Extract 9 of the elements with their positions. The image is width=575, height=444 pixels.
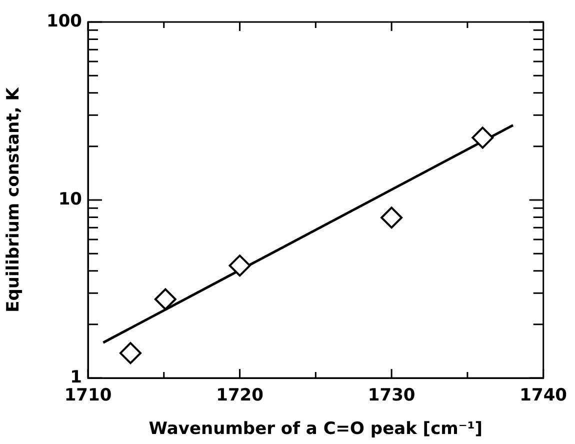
y-tick-label: 100 bbox=[46, 11, 82, 32]
y-tick-label: 10 bbox=[58, 189, 82, 210]
x-tick-label: 1720 bbox=[216, 386, 264, 406]
x-axis-title: Wavenumber of a C=O peak [cm⁻¹] bbox=[148, 419, 483, 440]
y-tick-label: 1 bbox=[70, 367, 82, 388]
x-tick-label: 1740 bbox=[520, 386, 568, 406]
x-tick-label: 1710 bbox=[64, 386, 112, 406]
x-tick-label: 1730 bbox=[368, 386, 416, 406]
y-axis-title: Equilibrium constant, K bbox=[4, 86, 24, 312]
